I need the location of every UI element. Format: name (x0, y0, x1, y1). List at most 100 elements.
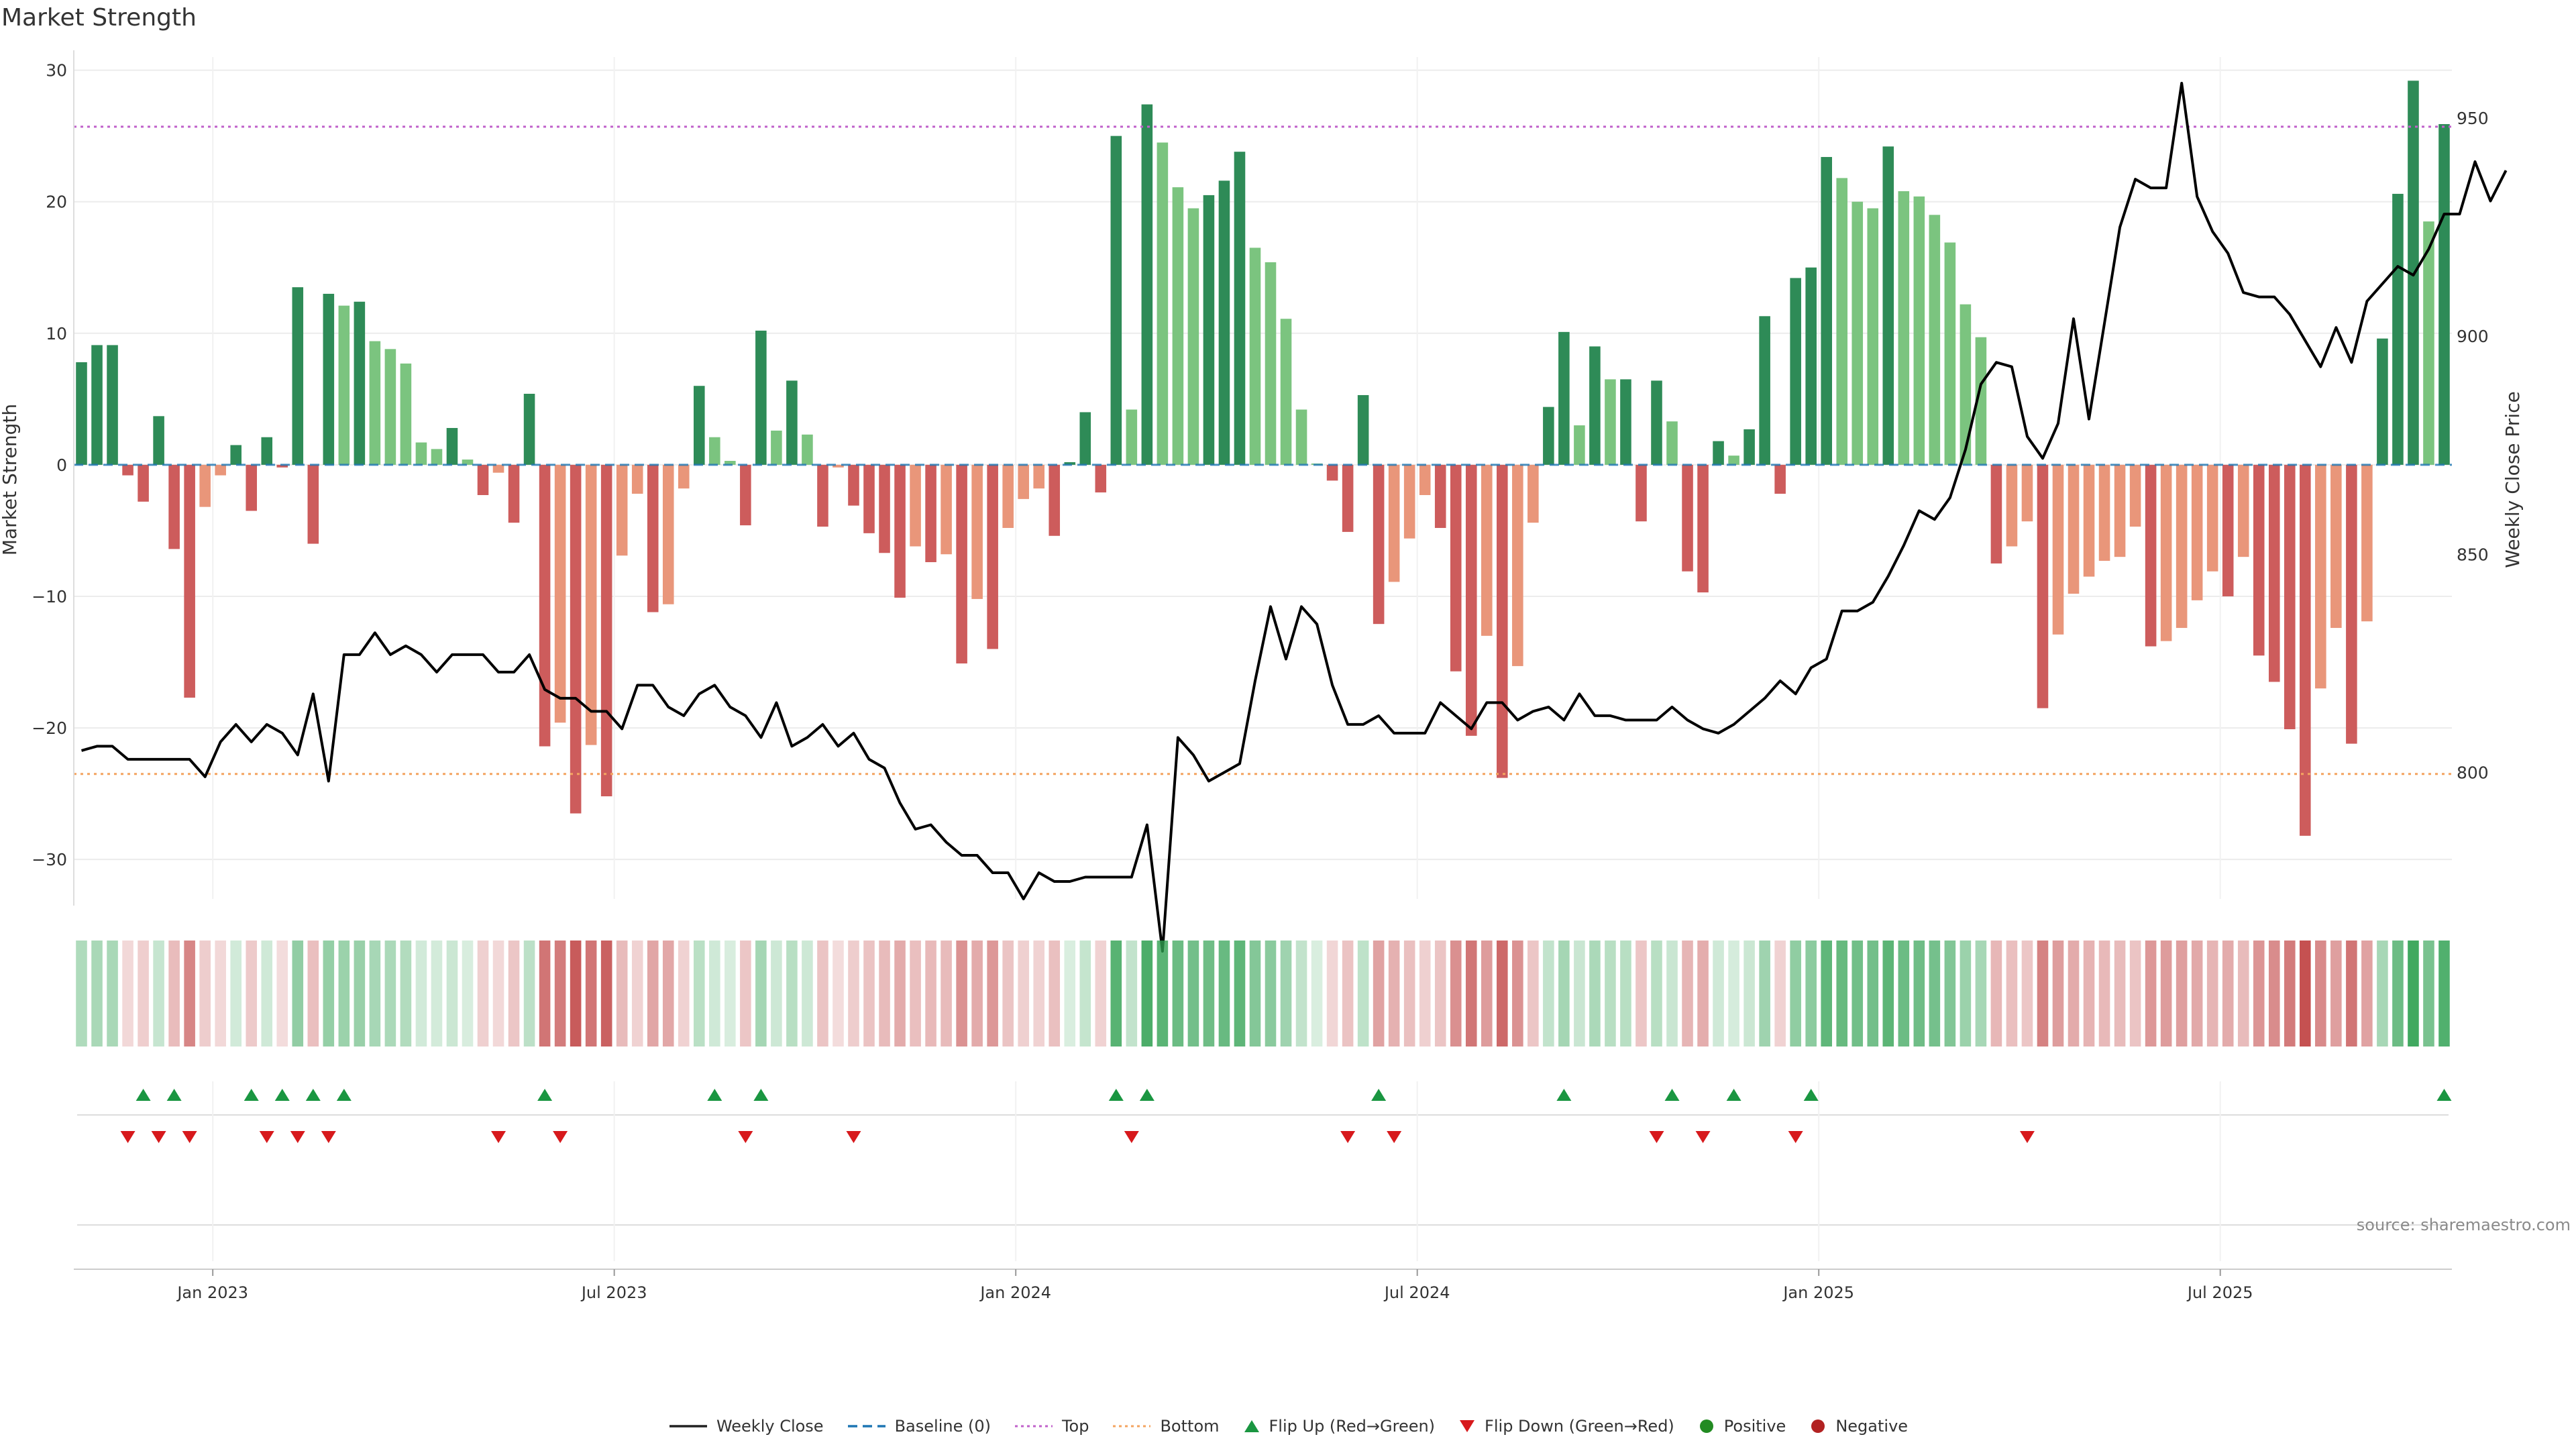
heat-cell (2237, 941, 2249, 1046)
heat-cell (384, 941, 396, 1046)
legend-symbol (1014, 1425, 1053, 1428)
heat-cell (1697, 941, 1709, 1046)
strength-bar (2237, 464, 2249, 557)
strength-bar (2083, 464, 2095, 577)
strength-bar (1018, 464, 1029, 499)
heat-cell (523, 941, 535, 1046)
heat-cell (678, 941, 690, 1046)
heat-cell (1682, 941, 1693, 1046)
strength-bar (2160, 464, 2172, 641)
heat-cell (1867, 941, 1879, 1046)
heat-cell (709, 941, 720, 1046)
legend-item: Negative (1809, 1417, 1908, 1436)
strength-bar (833, 464, 844, 468)
weekly-close-line (80, 82, 2508, 953)
flip-up-marker (274, 1089, 290, 1101)
strength-bar (384, 349, 396, 465)
heat-cell (910, 941, 921, 1046)
strength-bar (616, 464, 628, 556)
strength-bar (1589, 346, 1601, 465)
heat-cell (570, 941, 582, 1046)
strength-bar (1944, 242, 1956, 465)
strength-bar (1280, 319, 1292, 465)
strength-bar (446, 427, 458, 465)
legend-label: Bottom (1160, 1417, 1220, 1436)
heat-cell (76, 941, 87, 1046)
heat-cell (1033, 941, 1045, 1046)
y-left-tick-label: −30 (32, 850, 67, 869)
heat-cell (1929, 941, 1941, 1046)
heat-cell (1605, 941, 1616, 1046)
heat-cell (863, 941, 875, 1046)
strength-bar (1203, 195, 1215, 465)
strength-bar (1234, 152, 1246, 465)
heat-cell (539, 941, 551, 1046)
strength-bar (539, 464, 551, 747)
flip-up-marker (2436, 1089, 2452, 1101)
heat-cell (2083, 941, 2095, 1046)
flip-down-marker (2019, 1131, 2035, 1143)
strength-bar (307, 464, 319, 544)
legend-label: Negative (1835, 1417, 1909, 1436)
heat-cell (1403, 941, 1415, 1046)
y-right-tick-label: 800 (2457, 763, 2489, 782)
strength-bar (1172, 187, 1184, 465)
flip-markers (77, 1081, 2452, 1261)
strength-bar (477, 464, 489, 495)
heat-cell (230, 941, 241, 1046)
heat-cell (1898, 941, 1910, 1046)
strength-bar (1605, 379, 1616, 465)
strength-bar (2392, 193, 2404, 465)
heat-cell (2408, 941, 2419, 1046)
chart-title: Market Strength (1, 4, 197, 32)
strength-bar (786, 380, 798, 465)
heat-cell (755, 941, 767, 1046)
heat-cell (508, 941, 520, 1046)
flip-down-marker (1387, 1131, 1402, 1143)
heat-cell (168, 941, 180, 1046)
strength-bar (400, 363, 412, 465)
heat-cell (2377, 941, 2388, 1046)
heat-cell (477, 941, 489, 1046)
strength-bar (910, 464, 921, 547)
heat-cell (1651, 941, 1662, 1046)
heat-cell (987, 941, 998, 1046)
heat-cell (1450, 941, 1462, 1046)
y-left-tick-label: 10 (46, 324, 67, 343)
legend-symbol (1811, 1419, 1825, 1433)
heat-cell (1743, 941, 1755, 1046)
heat-cell (786, 941, 798, 1046)
heat-cell (631, 941, 643, 1046)
heat-cell (1759, 941, 1770, 1046)
strength-bar (1558, 331, 1570, 465)
strength-bar (2253, 464, 2265, 656)
flip-down-marker (182, 1131, 197, 1143)
strength-bar (508, 464, 520, 523)
heat-cell (1018, 941, 1029, 1046)
heat-cell (462, 941, 474, 1046)
strength-bar (1929, 215, 1941, 465)
heat-cell (1574, 941, 1585, 1046)
strength-bar (956, 464, 967, 663)
strength-bar (894, 464, 906, 598)
heat-cell (2300, 941, 2311, 1046)
strength-bar (2037, 464, 2049, 708)
strength-bar (1218, 180, 1230, 465)
heat-cell (2176, 941, 2188, 1046)
strength-bar (369, 341, 381, 465)
heat-cell (2253, 941, 2265, 1046)
heat-cell (2423, 941, 2434, 1046)
heat-cell (1280, 941, 1292, 1046)
strength-bar (570, 464, 582, 814)
heat-cell (276, 941, 288, 1046)
heat-cell (1064, 941, 1076, 1046)
heat-cell (1713, 941, 1724, 1046)
heat-cell (215, 941, 226, 1046)
strength-bar (2006, 464, 2018, 547)
y-left-axis-label: Market Strength (0, 404, 21, 555)
strength-bar (662, 464, 674, 604)
strength-bar (246, 464, 258, 511)
heat-cell (1512, 941, 1523, 1046)
strength-bar (1836, 178, 1848, 465)
